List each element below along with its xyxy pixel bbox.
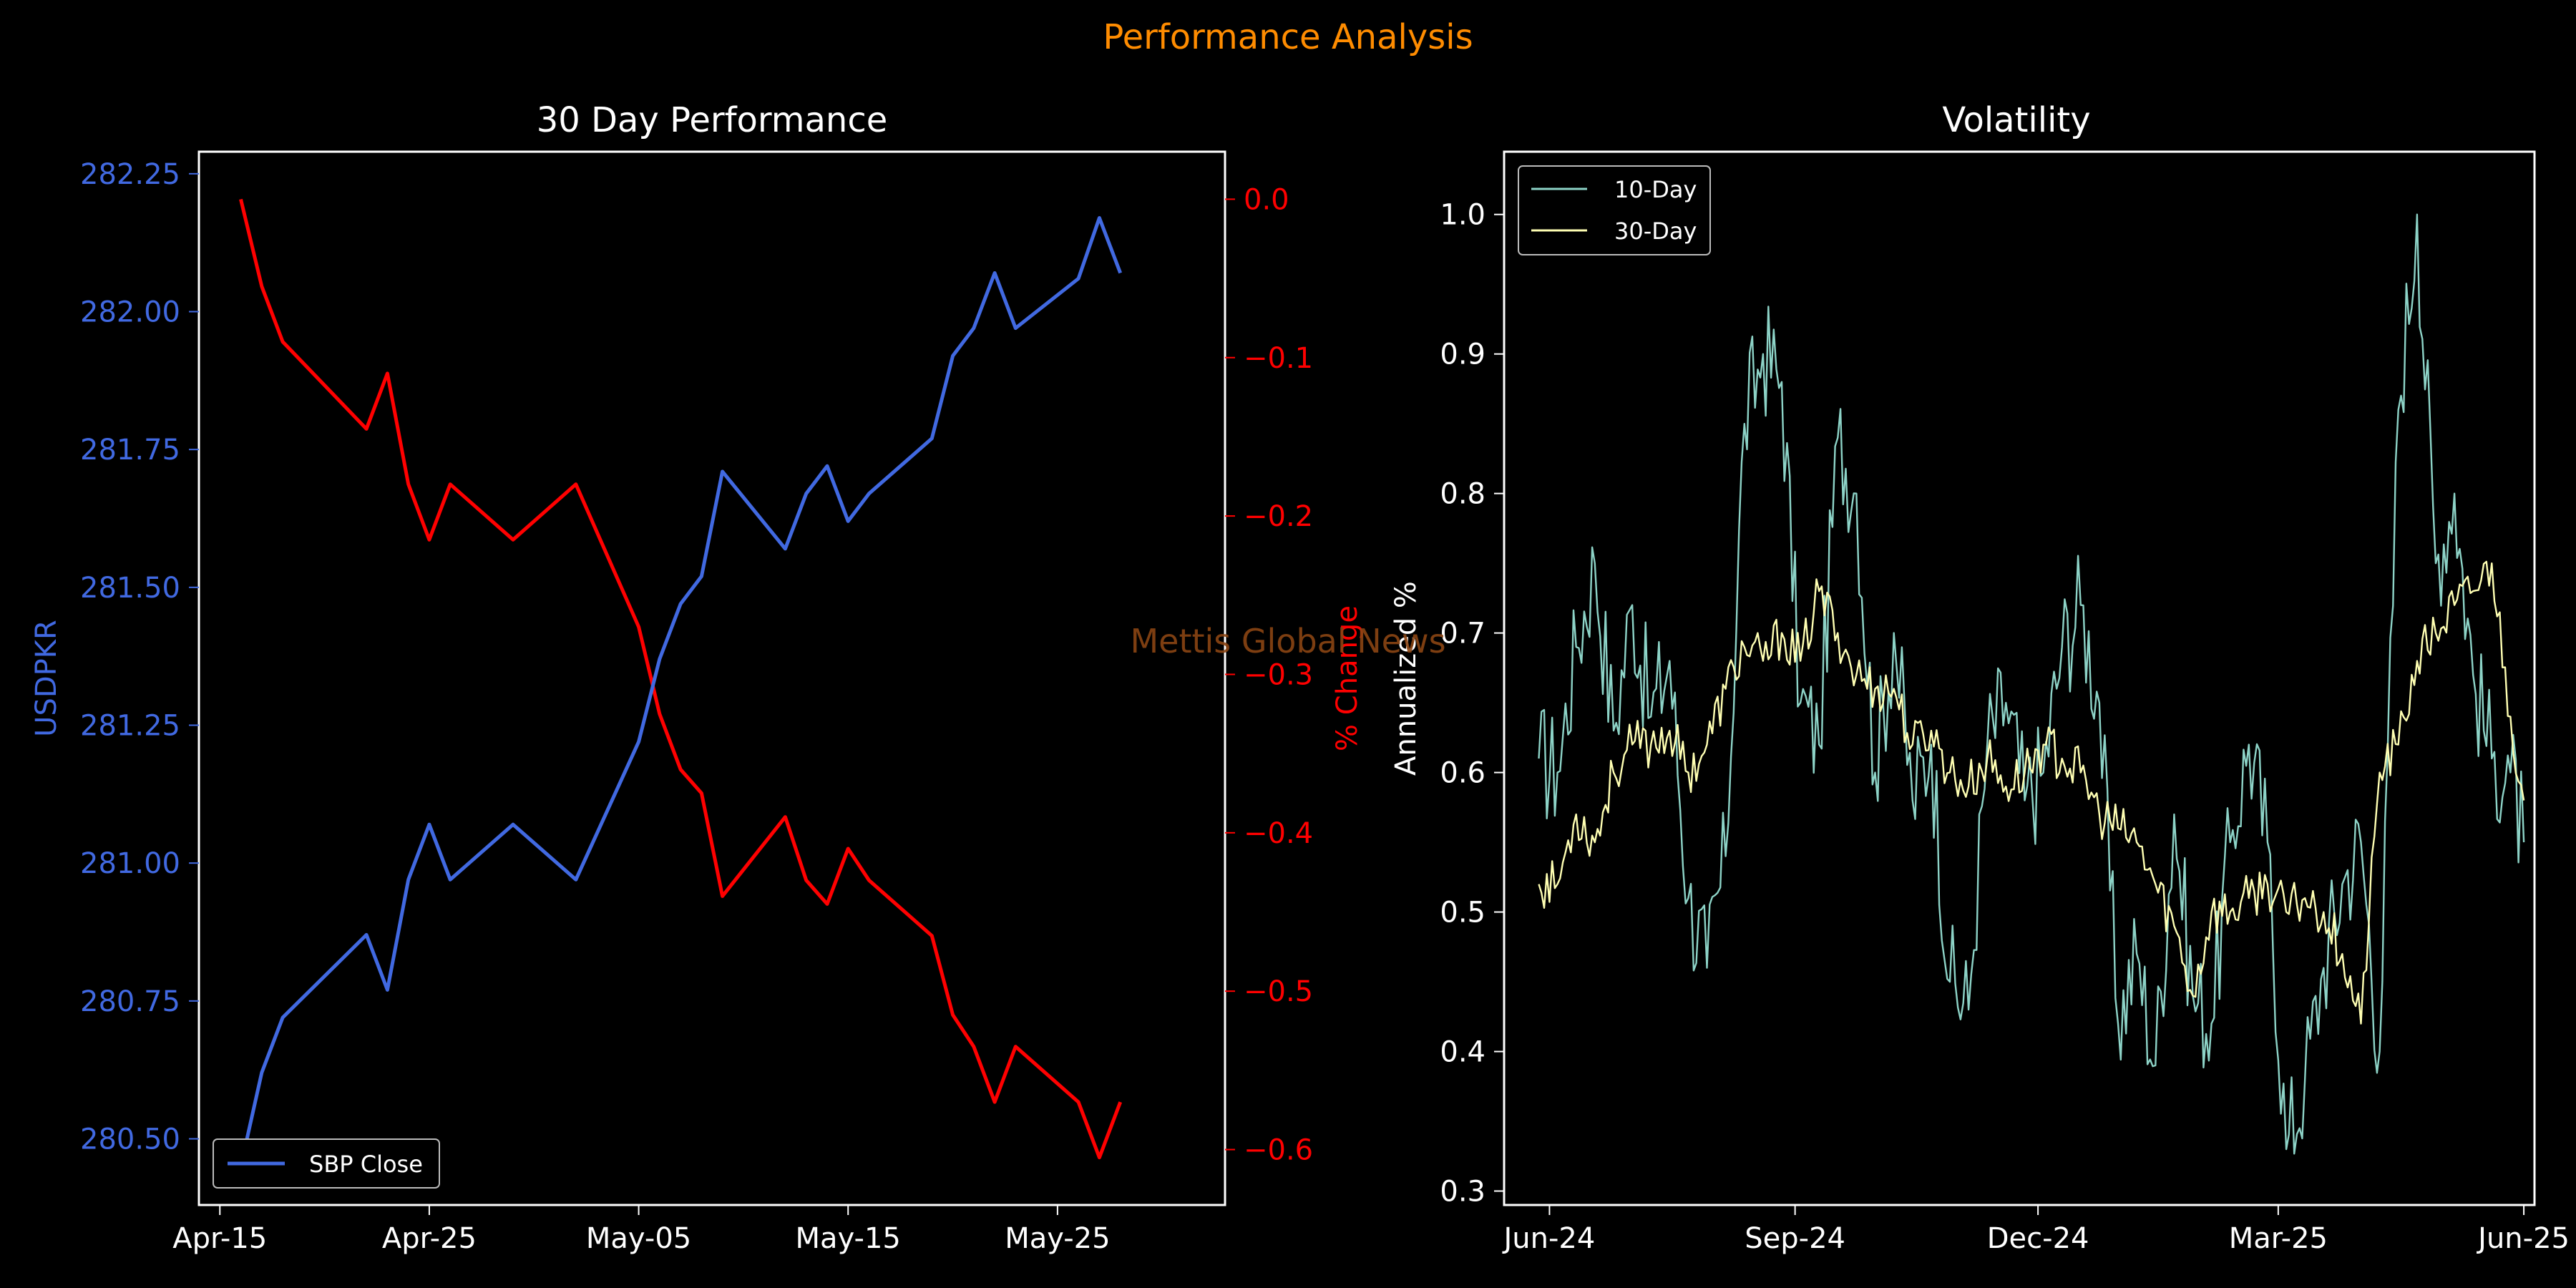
performance-y-tick-label-left: 281.25	[80, 710, 180, 743]
volatility-x-ticks: Jun-24 Sep-24 Dec-24 Mar-25 Jun-25	[1501, 1205, 2570, 1255]
performance-y-tick-label-left: 281.00	[80, 847, 180, 880]
volatility-y-tick-label: 0.6	[1440, 757, 1485, 790]
volatility-y-tick-label: 1.0	[1440, 199, 1485, 232]
performance-y-tick-label-left: 281.50	[80, 572, 180, 605]
volatility-lines	[1538, 213, 2525, 1155]
volatility-y-tick-label: 0.4	[1440, 1036, 1485, 1069]
volatility-y-ticks: 0.3 0.4 0.5 0.6 0.7 0.8 0.9 1.0	[1440, 199, 1504, 1209]
volatility-y-tick-label: 0.3	[1440, 1176, 1485, 1209]
volatility-legend-label-30day: 30-Day	[1614, 218, 1697, 245]
performance-y-tick-label-right: 0.0	[1244, 183, 1289, 216]
volatility-legend-label-10day: 10-Day	[1614, 176, 1697, 203]
performance-legend: SBP Close	[213, 1138, 440, 1189]
performance-x-tick-label: May-25	[1005, 1222, 1110, 1255]
performance-lines	[239, 198, 1123, 1167]
performance-x-tick-label: May-05	[586, 1222, 691, 1255]
performance-axes-frame	[197, 150, 1226, 1206]
performance-y-tick-label-right: −0.6	[1244, 1134, 1313, 1167]
performance-y-tick-label-right: −0.2	[1244, 500, 1313, 533]
vol-10day-line	[1538, 213, 2525, 1155]
performance-y-tick-label-right: −0.3	[1244, 658, 1313, 691]
performance-x-tick-label: May-15	[796, 1222, 901, 1255]
performance-legend-box	[213, 1138, 440, 1189]
performance-y-label-left: USDPKR	[30, 620, 63, 737]
volatility-legend: 10-Day 30-Day	[1518, 165, 1711, 255]
volatility-y-tick-label: 0.7	[1440, 618, 1485, 650]
volatility-title: Volatility	[1942, 100, 2090, 140]
performance-y-tick-label-right: −0.5	[1244, 975, 1313, 1008]
volatility-y-tick-label: 0.8	[1440, 478, 1485, 511]
performance-panel: 30 Day Performance Apr-15 Apr-25 May-05 May…	[30, 100, 1364, 1255]
performance-x-tick-label: Apr-25	[382, 1222, 477, 1255]
performance-y-ticks-right: 0.0 −0.1 −0.2 −0.3 −0.4 −0.5 −0.6	[1225, 183, 1313, 1167]
performance-y-tick-label-left: 280.50	[80, 1123, 180, 1156]
performance-legend-label: SBP Close	[309, 1151, 423, 1178]
performance-y-tick-label-left: 280.75	[80, 985, 180, 1018]
performance-title: 30 Day Performance	[537, 100, 888, 140]
volatility-axes-frame	[1503, 150, 2536, 1206]
performance-y-tick-label-right: −0.4	[1244, 817, 1313, 850]
performance-x-ticks: Apr-15 Apr-25 May-05 May-15 May-25	[172, 1205, 1111, 1255]
performance-x-tick-label: Apr-15	[172, 1222, 267, 1255]
watermark: Mettis Global News	[1130, 622, 1445, 660]
performance-y-ticks-left: 280.50 280.75 281.00 281.25 281.50 281.75 282.…	[80, 158, 199, 1156]
volatility-x-tick-label: Sep-24	[1745, 1222, 1845, 1255]
volatility-y-tick-label: 0.5	[1440, 897, 1485, 930]
volatility-y-label: Annualized %	[1390, 581, 1423, 776]
volatility-x-tick-label: Jun-24	[1501, 1222, 1595, 1255]
performance-y-label-right: % Change	[1331, 605, 1364, 751]
volatility-x-tick-label: Dec-24	[1987, 1222, 2089, 1255]
volatility-x-tick-label: Mar-25	[2229, 1222, 2328, 1255]
performance-y-tick-label-left: 282.00	[80, 296, 180, 328]
performance-y-tick-label-left: 282.25	[80, 158, 180, 191]
figure-title: Performance Analysis	[1103, 17, 1473, 57]
volatility-x-tick-label: Jun-25	[2476, 1222, 2570, 1255]
pct-change-line	[239, 198, 1123, 1160]
volatility-panel: Volatility Jun-24 Sep-24 Dec-24 Mar-25 Jun-2…	[1390, 100, 2570, 1255]
performance-y-tick-label-right: −0.1	[1244, 342, 1313, 375]
vol-30day-line	[1538, 560, 2525, 1025]
performance-y-tick-label-left: 281.75	[80, 434, 180, 467]
sbp-close-line	[239, 216, 1123, 1167]
volatility-y-tick-label: 0.9	[1440, 338, 1485, 371]
